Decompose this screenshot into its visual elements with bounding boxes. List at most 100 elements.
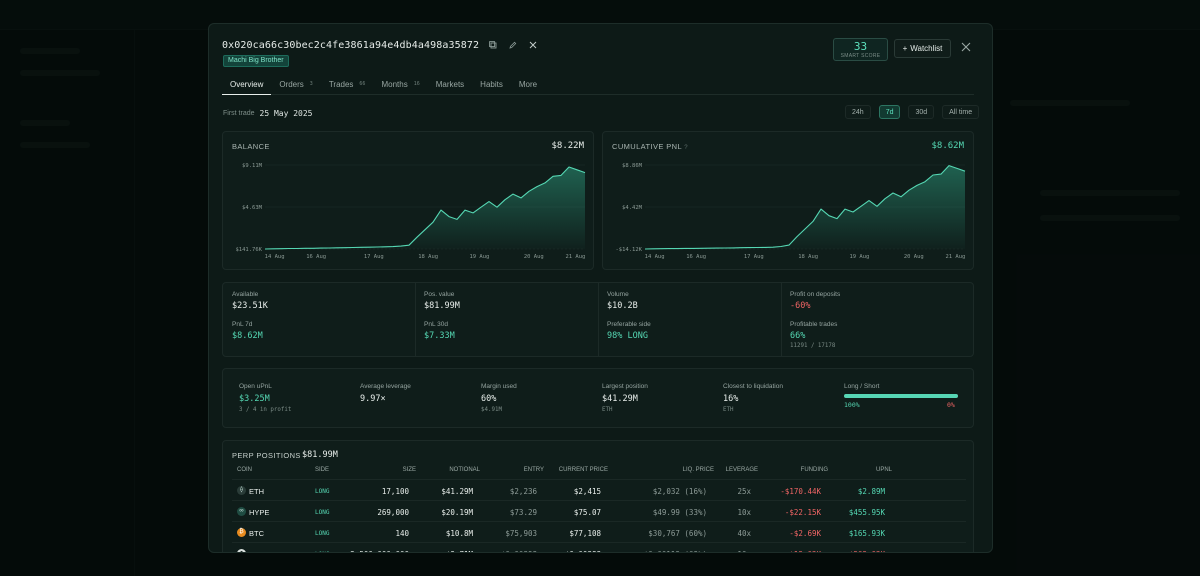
cell-size: 17,100: [381, 487, 409, 496]
side-badge: LONG: [315, 488, 330, 495]
wallet-modal: 0x020ca66c30bec2c4fe3861a94e4db4a498a358…: [208, 23, 993, 553]
table-row[interactable]: ⟠ ETH LONG 17,100 $41.29M $2,236 $2,415 $2,032 …: [232, 479, 966, 500]
col-liq-price[interactable]: LIQ. PRICE: [682, 467, 714, 473]
x-tick-label: 16 Aug: [686, 254, 706, 260]
y-tick-label: $141.76K: [236, 247, 263, 253]
y-tick-label: -$14.12K: [616, 247, 643, 253]
x-social-icon[interactable]: [527, 39, 539, 51]
profitable-trades-value: 66%: [790, 331, 806, 341]
col-coin[interactable]: COIN: [237, 467, 252, 473]
range-24h[interactable]: 24h: [845, 105, 871, 119]
first-trade-label: First trade: [223, 110, 255, 117]
first-trade-date: 25 May 2025: [259, 109, 313, 118]
y-tick-label: $4.63M: [242, 205, 263, 211]
cell-leverage: 25x: [737, 487, 751, 496]
col-current-price[interactable]: CURRENT PRICE: [558, 467, 608, 473]
coin-name[interactable]: PUMP: [249, 550, 271, 552]
profitable-trades-count: 11291 / 17178: [790, 343, 836, 349]
margin-used-label: Margin used: [481, 383, 517, 390]
copy-icon[interactable]: [487, 39, 499, 51]
pnl-30d-value: $7.33M: [424, 331, 455, 341]
cell-price: $2,415: [573, 487, 601, 496]
y-tick-label: $4.42M: [622, 205, 643, 211]
series-line: [644, 165, 966, 250]
cell-liq: $30,767 (60%): [648, 529, 707, 538]
tab-more[interactable]: More: [518, 80, 538, 89]
range-all-time[interactable]: All time: [942, 105, 980, 119]
tab-overview[interactable]: Overview: [222, 75, 272, 95]
cell-leverage: 40x: [737, 529, 751, 538]
smart-score-badge[interactable]: 33 SMART SCORE: [833, 38, 888, 61]
col-entry[interactable]: ENTRY: [523, 467, 544, 473]
long-short-fill: [844, 394, 958, 398]
pnl-7d-value: $8.62M: [232, 331, 263, 341]
x-tick-label: 21 Aug: [945, 254, 965, 260]
positions-card: PERP POSITIONS $81.99M COIN SIDE SIZE NO…: [222, 440, 974, 552]
tab-trades[interactable]: Trades 66: [328, 80, 366, 89]
watchlist-button[interactable]: + Watchlist: [894, 39, 951, 58]
series-line: [264, 166, 586, 250]
closest-liq-value: 16%: [723, 394, 739, 404]
cell-funding: -$13.02K: [785, 550, 821, 552]
balance-value: $8.22M: [551, 141, 584, 151]
table-row[interactable]: ∞ HYPE LONG 269,000 $20.19M $73.29 $75.07 $49.9…: [232, 500, 966, 521]
x-tick-label: 17 Aug: [744, 254, 764, 260]
balance-card: BALANCE $8.22M $9.11M $4.63M $141.76K 14 Au…: [222, 131, 594, 270]
smart-score-value: 33: [853, 40, 868, 53]
range-30d[interactable]: 30d: [908, 105, 935, 119]
margin-used-value: 60%: [481, 394, 497, 404]
x-tick-label: 21 Aug: [565, 254, 585, 260]
close-icon[interactable]: [961, 42, 973, 54]
cell-price: $77,108: [569, 529, 601, 538]
tab-orders[interactable]: Orders 3: [279, 80, 313, 89]
cell-notional: $41.29M: [441, 487, 473, 496]
divider: [781, 283, 782, 356]
coin-name[interactable]: BTC: [249, 529, 264, 538]
wallet-tag[interactable]: Machi Big Brother: [223, 55, 289, 67]
col-leverage[interactable]: LEVERAGE: [725, 467, 758, 473]
x-tick-label: 18 Aug: [798, 254, 818, 260]
positions-title: PERP POSITIONS: [232, 451, 301, 460]
profit-deposits-value: -60%: [790, 301, 811, 311]
tab-months[interactable]: Months 16: [381, 80, 420, 89]
col-notional[interactable]: NOTIONAL: [449, 467, 480, 473]
cell-liq: $2,032 (16%): [652, 487, 707, 496]
coin-name[interactable]: ETH: [249, 487, 264, 496]
x-tick-label: 20 Aug: [524, 254, 544, 260]
largest-position-sub: ETH: [602, 407, 613, 413]
coin-name[interactable]: HYPE: [249, 508, 270, 517]
pnl-value: $8.62M: [931, 141, 964, 151]
y-tick-label: $9.11M: [242, 163, 263, 169]
cell-size: 140: [395, 529, 409, 538]
smart-score-label: SMART SCORE: [840, 53, 881, 59]
cell-price: $0.00388: [565, 550, 601, 552]
available-value: $23.51K: [232, 301, 268, 311]
tab-bar: Overview Orders 3 Trades 66 Months 16 Marke…: [222, 75, 974, 95]
cell-funding: -$170.44K: [780, 487, 821, 496]
table-row[interactable]: ●PUMP LONG 2,500,000,000 $9.71M $0.00398 $0.0…: [232, 542, 966, 552]
col-upnl[interactable]: UPNL: [875, 467, 892, 473]
x-tick-label: 19 Aug: [469, 254, 489, 260]
table-row[interactable]: ₿ BTC LONG 140 $10.8M $75,903 $77,108 $30,767 (…: [232, 521, 966, 542]
x-tick-label: 17 Aug: [364, 254, 384, 260]
tab-markets[interactable]: Markets: [435, 80, 465, 89]
bitcoin-icon: ₿: [237, 528, 246, 537]
cell-liq: $0.00119 (69%): [644, 550, 707, 552]
pnl-7d-label: PnL 7d: [232, 321, 253, 328]
col-funding[interactable]: FUNDING: [800, 467, 828, 473]
range-7d[interactable]: 7d: [878, 105, 901, 119]
side-badge: LONG: [315, 509, 330, 516]
avg-leverage-value: 9.97×: [360, 394, 386, 404]
margin-used-sub: $4.91M: [481, 407, 502, 413]
x-tick-label: 16 Aug: [306, 254, 326, 260]
cell-notional: $9.71M: [446, 550, 473, 552]
tab-habits[interactable]: Habits: [480, 80, 503, 89]
col-side[interactable]: SIDE: [315, 467, 330, 473]
series-area: [265, 167, 585, 249]
volume-label: Volume: [607, 291, 629, 298]
open-upnl-sub: 3 / 4 in profit: [239, 407, 292, 413]
col-size[interactable]: SIZE: [402, 467, 416, 473]
edit-icon[interactable]: [507, 39, 519, 51]
